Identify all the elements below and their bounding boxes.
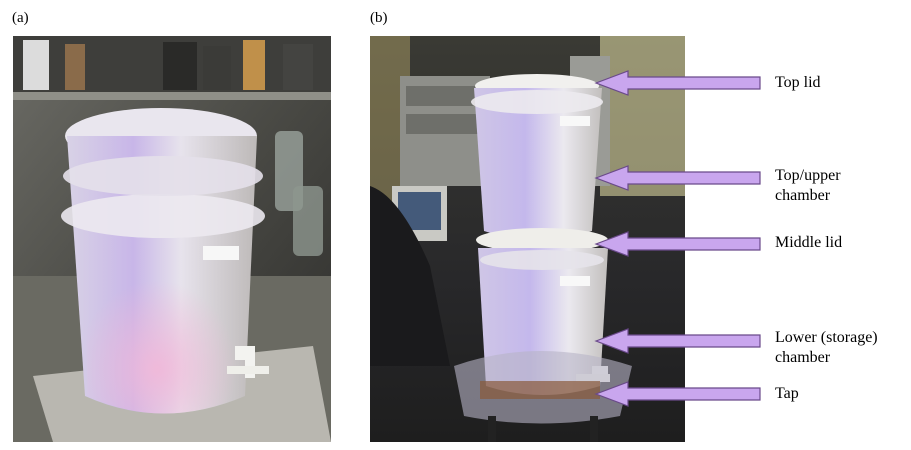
arrow-lower-chamber	[594, 328, 761, 354]
callout-top-lid: Top lid	[775, 74, 821, 91]
arrow-middle-lid	[594, 231, 761, 257]
panel-label-a: (a)	[12, 10, 29, 26]
callout-tap: Tap	[775, 385, 799, 402]
callout-top-upper-chamber: Top/upper chamber	[775, 167, 841, 204]
arrow-tap	[594, 381, 761, 407]
callout-lower-storage-chamber: Lower (storage) chamber	[775, 329, 878, 366]
panel-label-b: (b)	[370, 10, 388, 26]
arrow-top-lid	[594, 70, 761, 96]
photo-a-filter-bucket	[13, 36, 331, 442]
arrow-top-upper-chamber	[594, 165, 761, 191]
callout-middle-lid: Middle lid	[775, 234, 843, 251]
